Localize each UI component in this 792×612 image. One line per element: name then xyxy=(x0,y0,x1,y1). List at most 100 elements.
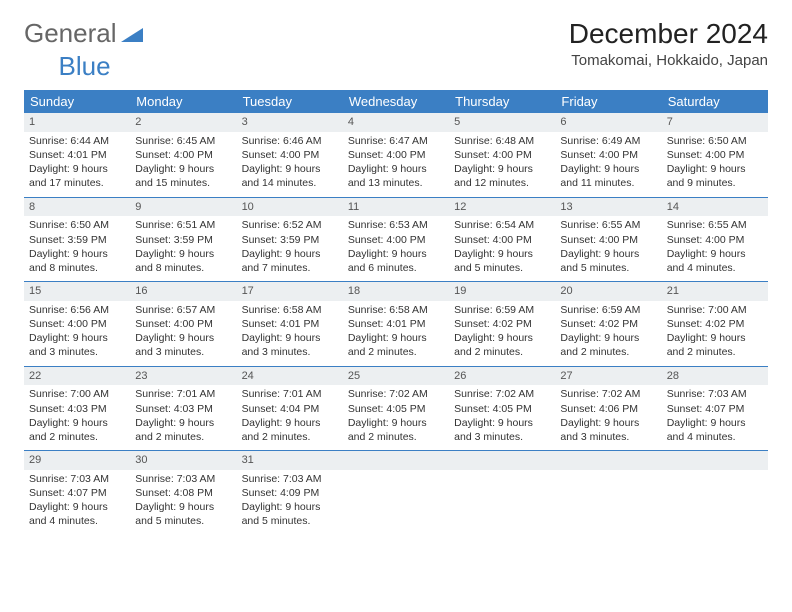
day-details: Sunrise: 6:52 AMSunset: 3:59 PMDaylight:… xyxy=(237,216,343,281)
sunrise-line: Sunrise: 6:55 AM xyxy=(560,218,656,232)
day-details: Sunrise: 7:02 AMSunset: 4:05 PMDaylight:… xyxy=(449,385,555,450)
sunset-line: Sunset: 4:05 PM xyxy=(454,402,550,416)
day-details: Sunrise: 7:01 AMSunset: 4:03 PMDaylight:… xyxy=(130,385,236,450)
calendar-cell xyxy=(555,451,661,535)
daylight-line: Daylight: 9 hours and 3 minutes. xyxy=(135,331,231,359)
calendar-cell: 13Sunrise: 6:55 AMSunset: 4:00 PMDayligh… xyxy=(555,198,661,282)
daylight-line: Daylight: 9 hours and 11 minutes. xyxy=(560,162,656,190)
calendar-cell: 14Sunrise: 6:55 AMSunset: 4:00 PMDayligh… xyxy=(662,198,768,282)
sunrise-line: Sunrise: 6:58 AM xyxy=(348,303,444,317)
day-details: Sunrise: 6:59 AMSunset: 4:02 PMDaylight:… xyxy=(449,301,555,366)
daylight-line: Daylight: 9 hours and 2 minutes. xyxy=(454,331,550,359)
sunset-line: Sunset: 4:00 PM xyxy=(135,148,231,162)
day-details: Sunrise: 7:03 AMSunset: 4:07 PMDaylight:… xyxy=(662,385,768,450)
weekday-thu: Thursday xyxy=(449,90,555,113)
day-number: 21 xyxy=(662,282,768,301)
day-details xyxy=(343,470,449,522)
daylight-line: Daylight: 9 hours and 4 minutes. xyxy=(29,500,125,528)
daylight-line: Daylight: 9 hours and 7 minutes. xyxy=(242,247,338,275)
calendar-cell xyxy=(343,451,449,535)
day-details: Sunrise: 6:50 AMSunset: 4:00 PMDaylight:… xyxy=(662,132,768,197)
daylight-line: Daylight: 9 hours and 8 minutes. xyxy=(135,247,231,275)
sunset-line: Sunset: 4:07 PM xyxy=(667,402,763,416)
day-details xyxy=(449,470,555,522)
day-number: 2 xyxy=(130,113,236,132)
daylight-line: Daylight: 9 hours and 2 minutes. xyxy=(29,416,125,444)
sunrise-line: Sunrise: 7:00 AM xyxy=(667,303,763,317)
sunrise-line: Sunrise: 6:46 AM xyxy=(242,134,338,148)
day-number: 16 xyxy=(130,282,236,301)
calendar-cell xyxy=(662,451,768,535)
sunrise-line: Sunrise: 6:52 AM xyxy=(242,218,338,232)
day-number: 5 xyxy=(449,113,555,132)
calendar-cell: 15Sunrise: 6:56 AMSunset: 4:00 PMDayligh… xyxy=(24,282,130,366)
day-details: Sunrise: 6:53 AMSunset: 4:00 PMDaylight:… xyxy=(343,216,449,281)
sunrise-line: Sunrise: 7:03 AM xyxy=(29,472,125,486)
day-number: 31 xyxy=(237,451,343,470)
sunrise-line: Sunrise: 7:00 AM xyxy=(29,387,125,401)
sunrise-line: Sunrise: 6:50 AM xyxy=(667,134,763,148)
calendar-cell: 20Sunrise: 6:59 AMSunset: 4:02 PMDayligh… xyxy=(555,282,661,366)
day-number: 10 xyxy=(237,198,343,217)
sunrise-line: Sunrise: 7:01 AM xyxy=(242,387,338,401)
daylight-line: Daylight: 9 hours and 17 minutes. xyxy=(29,162,125,190)
daylight-line: Daylight: 9 hours and 4 minutes. xyxy=(667,416,763,444)
day-details: Sunrise: 6:46 AMSunset: 4:00 PMDaylight:… xyxy=(237,132,343,197)
sunset-line: Sunset: 4:08 PM xyxy=(135,486,231,500)
daylight-line: Daylight: 9 hours and 5 minutes. xyxy=(242,500,338,528)
calendar-cell: 21Sunrise: 7:00 AMSunset: 4:02 PMDayligh… xyxy=(662,282,768,366)
calendar-cell: 19Sunrise: 6:59 AMSunset: 4:02 PMDayligh… xyxy=(449,282,555,366)
day-number xyxy=(555,451,661,470)
calendar-week: 1Sunrise: 6:44 AMSunset: 4:01 PMDaylight… xyxy=(24,113,768,198)
daylight-line: Daylight: 9 hours and 2 minutes. xyxy=(348,331,444,359)
calendar-week: 8Sunrise: 6:50 AMSunset: 3:59 PMDaylight… xyxy=(24,198,768,283)
day-details: Sunrise: 6:47 AMSunset: 4:00 PMDaylight:… xyxy=(343,132,449,197)
calendar-cell: 22Sunrise: 7:00 AMSunset: 4:03 PMDayligh… xyxy=(24,367,130,451)
sunset-line: Sunset: 4:00 PM xyxy=(560,233,656,247)
day-details: Sunrise: 6:50 AMSunset: 3:59 PMDaylight:… xyxy=(24,216,130,281)
weekday-wed: Wednesday xyxy=(343,90,449,113)
day-details: Sunrise: 6:44 AMSunset: 4:01 PMDaylight:… xyxy=(24,132,130,197)
calendar-cell: 23Sunrise: 7:01 AMSunset: 4:03 PMDayligh… xyxy=(130,367,236,451)
calendar-week: 22Sunrise: 7:00 AMSunset: 4:03 PMDayligh… xyxy=(24,367,768,452)
day-number: 19 xyxy=(449,282,555,301)
day-number: 27 xyxy=(555,367,661,386)
sunset-line: Sunset: 4:00 PM xyxy=(348,233,444,247)
calendar-cell: 12Sunrise: 6:54 AMSunset: 4:00 PMDayligh… xyxy=(449,198,555,282)
daylight-line: Daylight: 9 hours and 4 minutes. xyxy=(667,247,763,275)
day-number: 12 xyxy=(449,198,555,217)
sunset-line: Sunset: 4:00 PM xyxy=(560,148,656,162)
weekday-mon: Monday xyxy=(130,90,236,113)
calendar-cell: 29Sunrise: 7:03 AMSunset: 4:07 PMDayligh… xyxy=(24,451,130,535)
calendar: Sunday Monday Tuesday Wednesday Thursday… xyxy=(24,90,768,535)
daylight-line: Daylight: 9 hours and 2 minutes. xyxy=(560,331,656,359)
daylight-line: Daylight: 9 hours and 2 minutes. xyxy=(242,416,338,444)
day-details: Sunrise: 7:03 AMSunset: 4:09 PMDaylight:… xyxy=(237,470,343,535)
daylight-line: Daylight: 9 hours and 9 minutes. xyxy=(667,162,763,190)
daylight-line: Daylight: 9 hours and 13 minutes. xyxy=(348,162,444,190)
page-title: December 2024 xyxy=(569,18,768,50)
sunrise-line: Sunrise: 7:02 AM xyxy=(348,387,444,401)
day-number: 18 xyxy=(343,282,449,301)
sunrise-line: Sunrise: 7:03 AM xyxy=(135,472,231,486)
daylight-line: Daylight: 9 hours and 5 minutes. xyxy=(560,247,656,275)
sunrise-line: Sunrise: 6:49 AM xyxy=(560,134,656,148)
day-details: Sunrise: 7:00 AMSunset: 4:02 PMDaylight:… xyxy=(662,301,768,366)
calendar-cell: 7Sunrise: 6:50 AMSunset: 4:00 PMDaylight… xyxy=(662,113,768,197)
calendar-cell: 10Sunrise: 6:52 AMSunset: 3:59 PMDayligh… xyxy=(237,198,343,282)
daylight-line: Daylight: 9 hours and 3 minutes. xyxy=(29,331,125,359)
calendar-cell: 9Sunrise: 6:51 AMSunset: 3:59 PMDaylight… xyxy=(130,198,236,282)
daylight-line: Daylight: 9 hours and 15 minutes. xyxy=(135,162,231,190)
weeks-container: 1Sunrise: 6:44 AMSunset: 4:01 PMDaylight… xyxy=(24,113,768,535)
daylight-line: Daylight: 9 hours and 2 minutes. xyxy=(348,416,444,444)
sunset-line: Sunset: 4:04 PM xyxy=(242,402,338,416)
day-details: Sunrise: 6:58 AMSunset: 4:01 PMDaylight:… xyxy=(237,301,343,366)
sunrise-line: Sunrise: 7:01 AM xyxy=(135,387,231,401)
daylight-line: Daylight: 9 hours and 5 minutes. xyxy=(135,500,231,528)
day-details: Sunrise: 6:57 AMSunset: 4:00 PMDaylight:… xyxy=(130,301,236,366)
day-details: Sunrise: 6:45 AMSunset: 4:00 PMDaylight:… xyxy=(130,132,236,197)
sunset-line: Sunset: 4:01 PM xyxy=(29,148,125,162)
calendar-cell: 4Sunrise: 6:47 AMSunset: 4:00 PMDaylight… xyxy=(343,113,449,197)
day-details xyxy=(662,470,768,522)
daylight-line: Daylight: 9 hours and 5 minutes. xyxy=(454,247,550,275)
